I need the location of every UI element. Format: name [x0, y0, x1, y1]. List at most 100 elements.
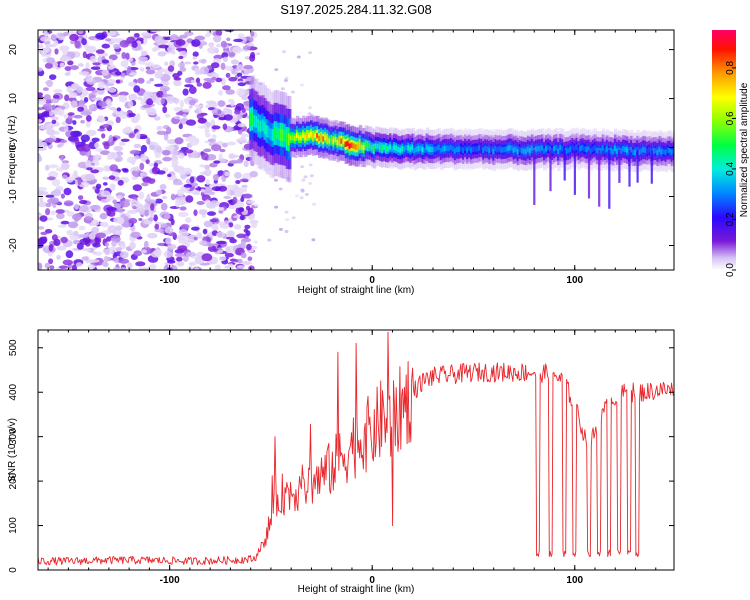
- spectrogram-noise-blob: [208, 183, 217, 187]
- spectrogram-noise-blob: [80, 120, 85, 124]
- spectrogram-noise-blob: [227, 263, 234, 270]
- spectrogram-ridge-cell: [636, 146, 640, 153]
- spectrogram-noise-blob: [236, 88, 246, 96]
- spectrogram-noise-blob: [300, 188, 305, 192]
- spectrogram-noise-blob: [154, 150, 161, 159]
- spectrogram-noise-blob: [170, 218, 175, 226]
- spectrogram-noise-blob: [154, 83, 164, 87]
- spectrogram-noise-blob: [64, 66, 72, 71]
- spectrogram-noise-blob: [134, 155, 140, 160]
- spectrogram-noise-blob: [77, 30, 84, 35]
- spectrogram-ridge-cell: [453, 148, 458, 154]
- spectrogram-noise-blob: [150, 203, 155, 211]
- spectrogram-noise-blob: [211, 76, 217, 81]
- spectrogram-noise-blob: [95, 251, 103, 256]
- spectrogram-noise-blob: [192, 56, 197, 60]
- spectrogram-noise-blob: [70, 83, 78, 89]
- spectrogram-noise-blob: [165, 95, 176, 102]
- spectrogram-noise-blob: [95, 148, 103, 152]
- spectrogram-ridge-cell: [664, 149, 669, 156]
- spectrogram-noise-blob: [184, 84, 194, 88]
- spectrogram-noise-blob: [234, 259, 239, 263]
- spectrogram-noise-blob: [101, 43, 111, 49]
- snr-series-line: [38, 331, 674, 566]
- spectrogram-noise-blob: [228, 98, 234, 103]
- spectrogram-noise-blob: [131, 41, 138, 48]
- spectrogram-noise-blob: [121, 52, 127, 59]
- spectrogram-noise-blob: [92, 242, 101, 248]
- spectrogram-noise-blob: [254, 203, 259, 207]
- spectrogram-ridge-cell: [297, 134, 302, 141]
- spectrogram-noise-blob: [95, 183, 102, 189]
- spectrogram-noise-blob: [175, 111, 185, 116]
- spectrogram-noise-blob: [43, 99, 53, 104]
- spectrogram-ridge-cell: [668, 147, 673, 153]
- spectrogram-noise-blob: [90, 219, 100, 227]
- spectrogram-ridge-cell: [443, 145, 448, 152]
- spectrogram-noise-blob: [253, 240, 258, 244]
- spectrogram-noise-blob: [243, 193, 253, 199]
- spectrogram-ridge-cell: [346, 140, 351, 147]
- colorbar-gradient: [712, 30, 736, 270]
- spectrogram-noise-blob: [138, 267, 150, 270]
- spectrogram-ridge-cell: [403, 146, 407, 152]
- spectrogram-noise-blob: [192, 51, 199, 57]
- spectrogram-noise-blob: [130, 231, 141, 238]
- spectrogram-noise-blob: [126, 156, 137, 164]
- spectrogram-ridge-cell: [279, 128, 284, 141]
- spectrogram-noise-blob: [133, 85, 141, 93]
- spectrogram-noise-blob: [66, 85, 72, 93]
- spectrogram-ridge-cell: [249, 113, 253, 126]
- spectrogram-noise-blob: [118, 94, 128, 103]
- spectrogram-ridge-cell: [640, 148, 644, 154]
- spectrogram-streak: [573, 150, 576, 195]
- spectrogram-noise-blob: [89, 55, 97, 63]
- spectrogram-ridge-cell: [459, 146, 464, 152]
- spectrogram-noise-blob: [91, 226, 100, 234]
- spectrogram-noise-blob: [60, 193, 65, 199]
- spectrogram-noise-blob: [73, 239, 80, 245]
- spectrogram-noise-blob: [92, 62, 101, 66]
- spectrogram-noise-blob: [151, 94, 157, 102]
- spectrogram-noise-blob: [229, 238, 237, 244]
- spectrogram-noise-blob: [120, 60, 129, 68]
- spectrogram-noise-blob: [250, 31, 255, 37]
- spectrogram-noise-blob: [39, 197, 44, 203]
- spectrogram-noise-blob: [45, 208, 51, 216]
- spectrogram-noise-blob: [182, 108, 191, 113]
- spectrogram-noise-blob: [56, 245, 67, 251]
- spectrogram-noise-blob: [152, 166, 158, 172]
- snr-xtick-label: 0: [369, 575, 375, 586]
- spectrogram-noise-blob: [205, 179, 210, 186]
- spectrogram-noise-blob: [177, 245, 188, 252]
- spectrogram-noise-blob: [242, 186, 248, 193]
- spectrogram-noise-blob: [50, 34, 57, 42]
- spectrogram-xtick-label: 100: [566, 275, 583, 286]
- spectrogram-noise-blob: [188, 105, 193, 109]
- spectrogram-noise-blob: [217, 100, 226, 107]
- spectrogram-noise-blob: [85, 248, 91, 252]
- spectrogram-noise-blob: [86, 129, 97, 137]
- spectrogram-ridge-cell: [549, 146, 553, 152]
- spectrogram-ridge-cell: [504, 146, 509, 153]
- spectrogram-noise-blob: [176, 234, 186, 240]
- spectrogram-noise-blob: [230, 59, 239, 65]
- spectrogram-ridge-cell: [299, 135, 304, 141]
- spectrogram-noise-blob: [291, 216, 296, 220]
- spectrogram-xtick-label: -100: [160, 275, 180, 286]
- spectrogram-ridge-cell: [326, 136, 330, 142]
- spectrogram-noise-blob: [44, 94, 51, 101]
- spectrogram-noise-blob: [228, 222, 234, 228]
- spectrogram-noise-blob: [160, 223, 168, 229]
- spectrogram-ridge-cell: [510, 145, 515, 151]
- spectrogram-noise-blob: [56, 212, 65, 220]
- spectrogram-noise-blob: [102, 182, 108, 186]
- spectrogram-ytick-label: -20: [8, 238, 19, 253]
- spectrogram-ridge-cell: [308, 132, 312, 139]
- spectrogram-noise-blob: [223, 220, 231, 224]
- spectrogram-noise-blob: [284, 230, 289, 233]
- spectrogram-noise-blob: [106, 206, 117, 212]
- spectrogram-noise-blob: [95, 49, 105, 54]
- spectrogram-noise-blob: [116, 107, 122, 112]
